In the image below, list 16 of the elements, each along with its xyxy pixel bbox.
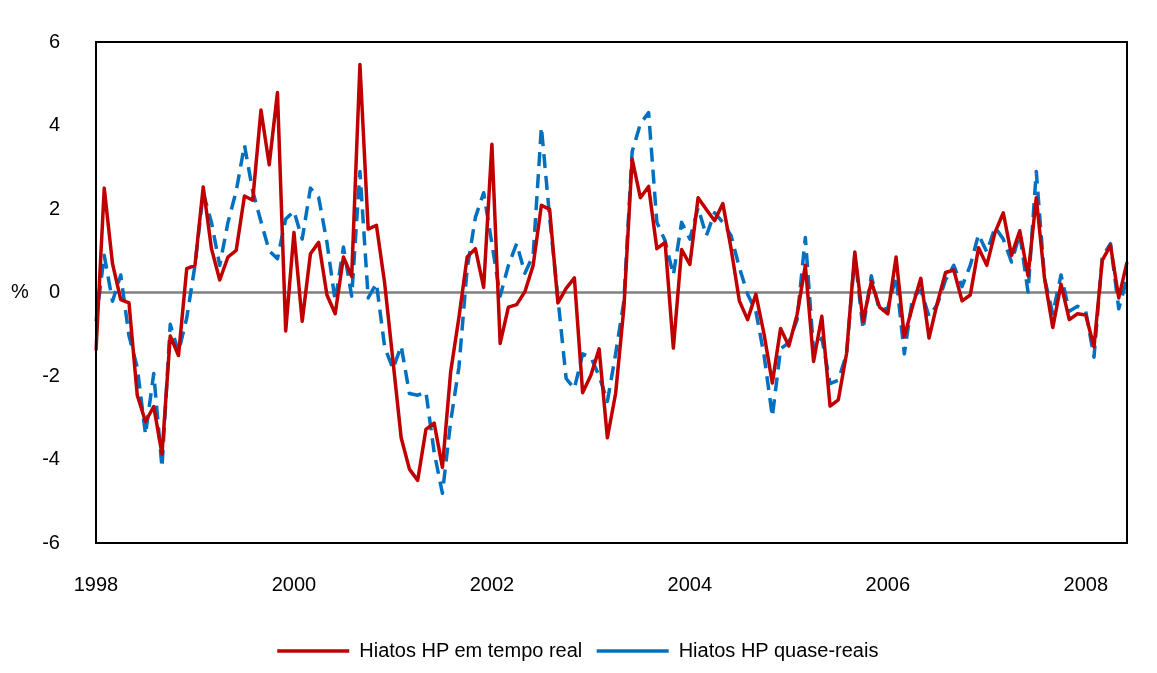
x-tick-label: 2008 [1063, 572, 1109, 595]
x-tick-label: 2000 [271, 572, 317, 595]
y-tick-label: 4 [48, 113, 60, 136]
legend-label: Hiatos HP quase-reais [678, 638, 879, 661]
y-tick-label: -6 [42, 530, 60, 553]
x-tick-label: 2006 [865, 572, 911, 595]
y-tick-label: -2 [42, 363, 60, 386]
y-axis-title: % [11, 280, 30, 303]
y-tick-label: 0 [48, 280, 60, 303]
y-tick-label: -4 [42, 447, 60, 470]
y-tick-label: 2 [48, 196, 60, 219]
legend-label: Hiatos HP em tempo real [359, 638, 583, 661]
x-tick-label: 1998 [73, 572, 119, 595]
x-tick-label: 2002 [469, 572, 515, 595]
x-tick-label: 2004 [667, 572, 713, 595]
y-tick-label: 6 [48, 29, 60, 52]
